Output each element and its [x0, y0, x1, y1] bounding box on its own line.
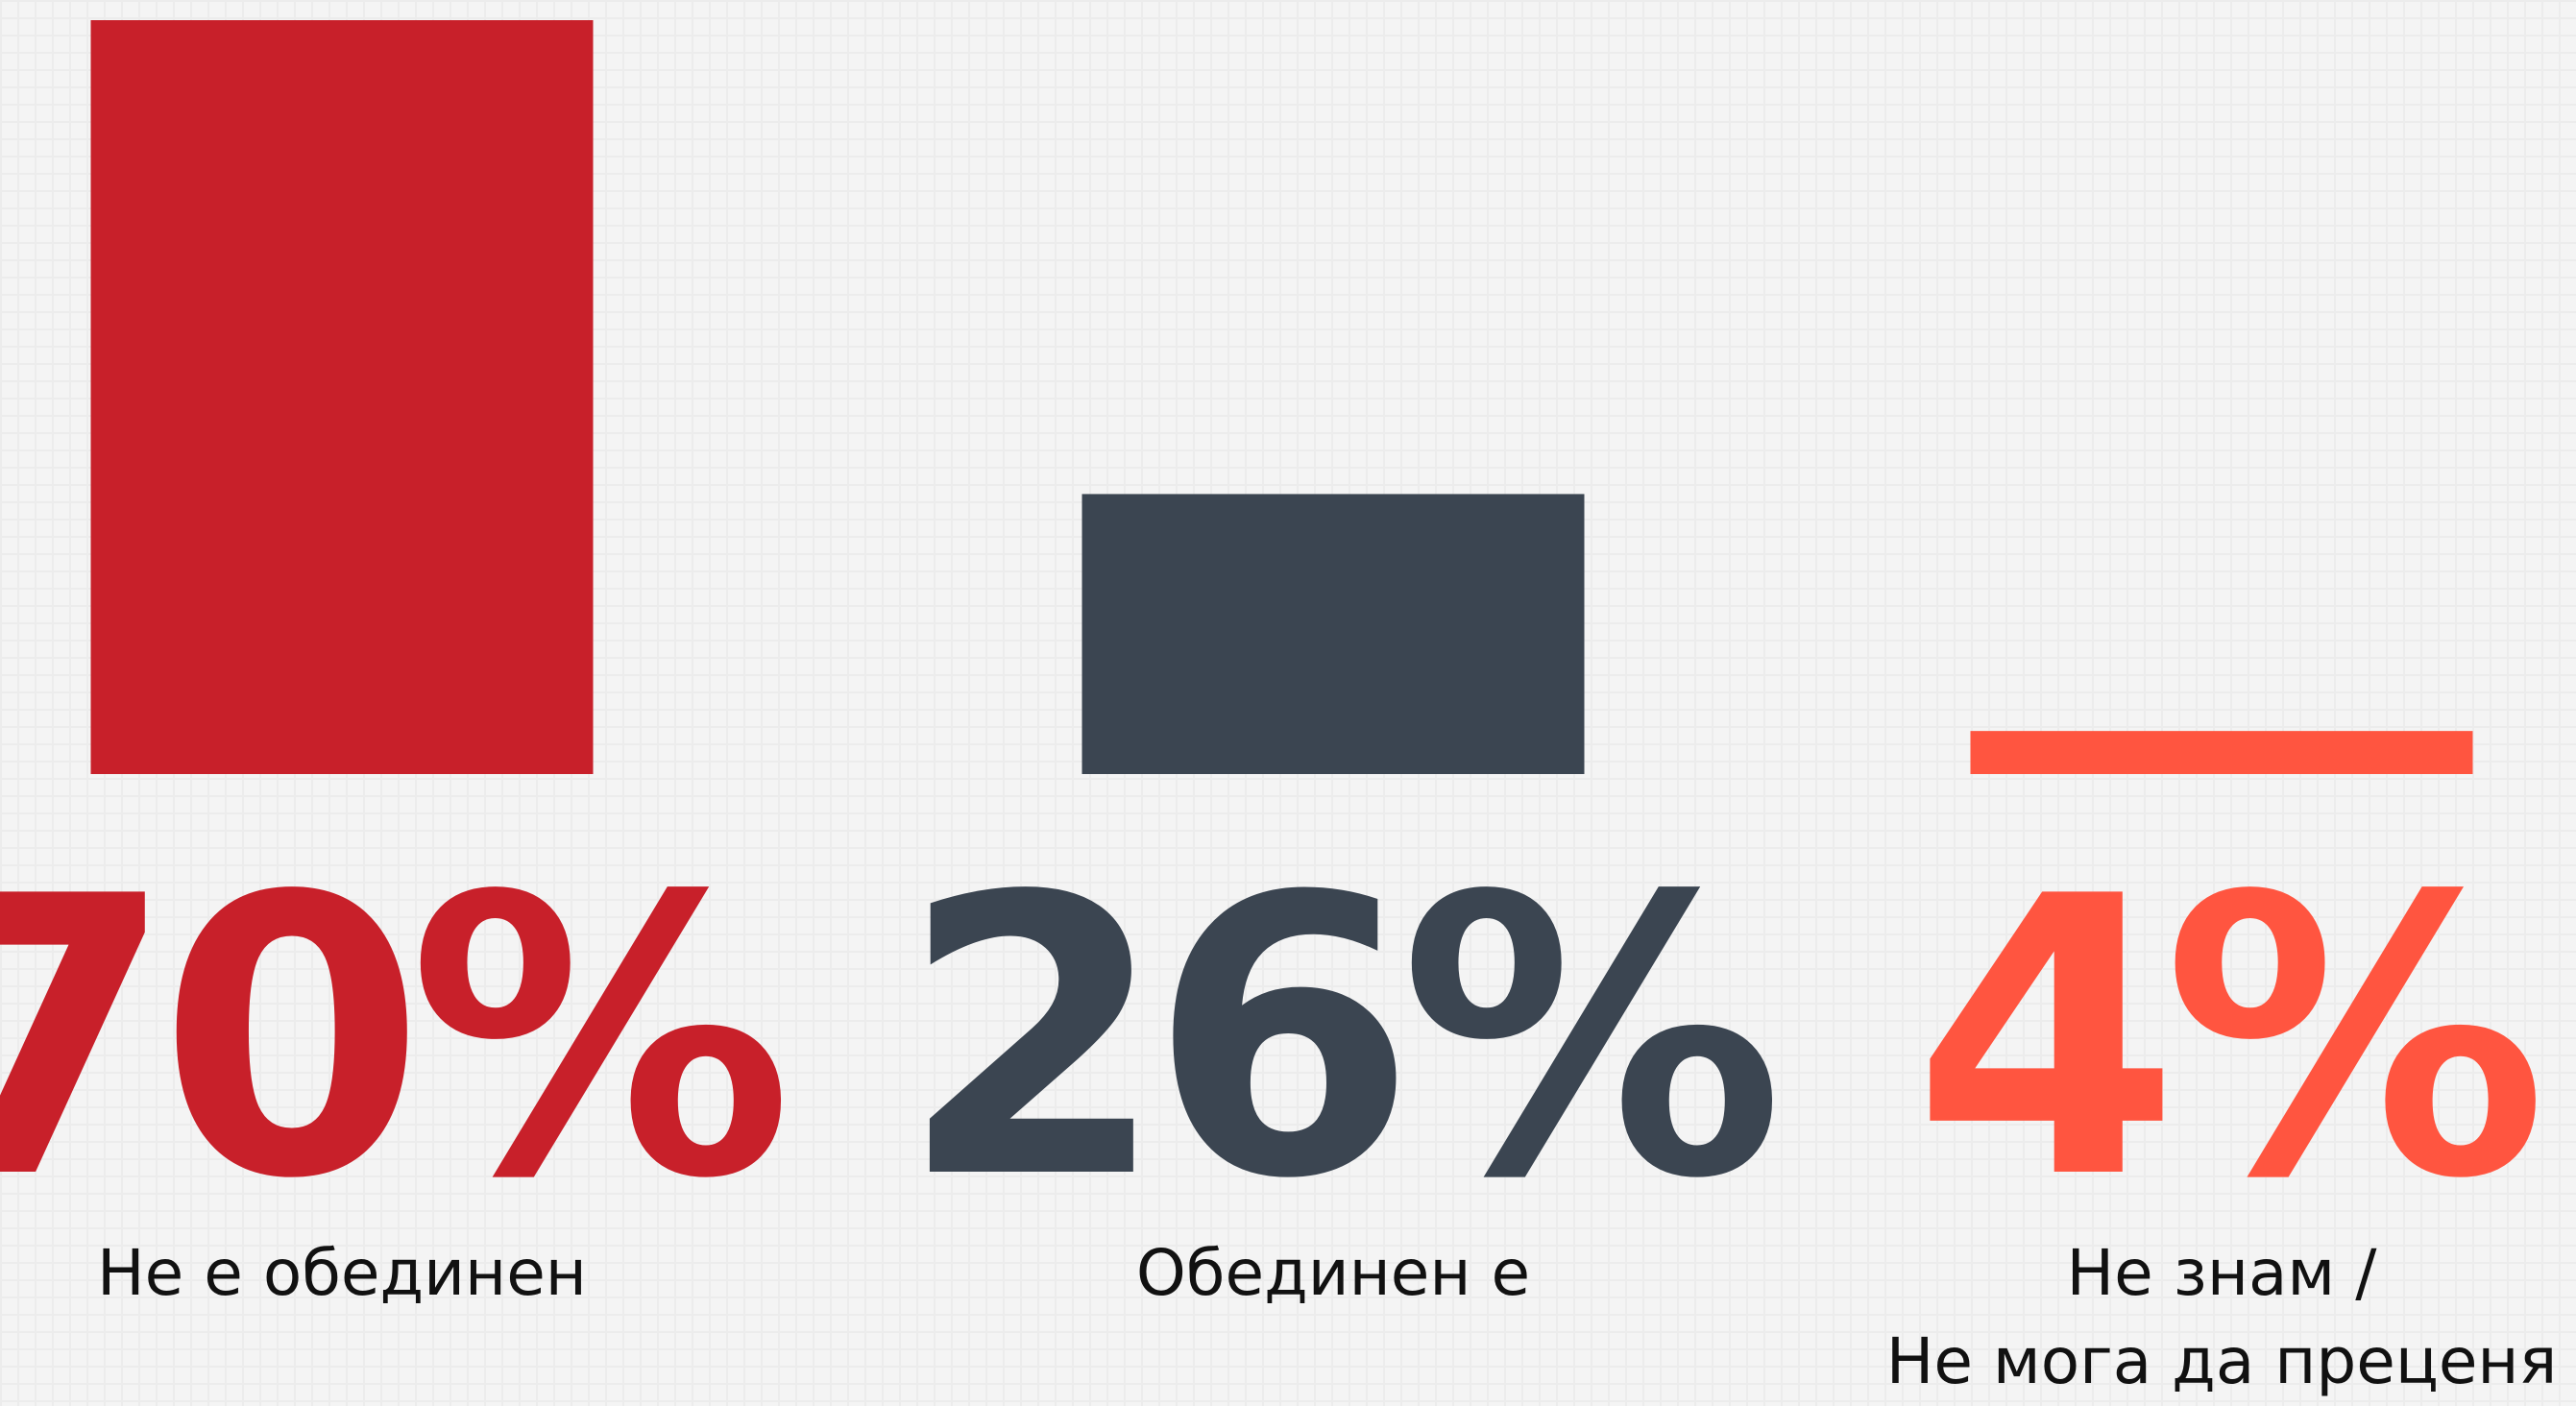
category-label: Не е обединен: [97, 1236, 587, 1310]
bar: [90, 20, 594, 774]
value-label: 26%: [899, 816, 1777, 1263]
category-label: Обединен е: [1135, 1236, 1531, 1310]
bar: [1081, 494, 1585, 774]
bar: [1970, 731, 2473, 774]
value-label: 4%: [1912, 816, 2540, 1263]
value-label: 70%: [0, 816, 787, 1263]
category-label: Не знам / Не мога да преценя: [1885, 1236, 2558, 1398]
